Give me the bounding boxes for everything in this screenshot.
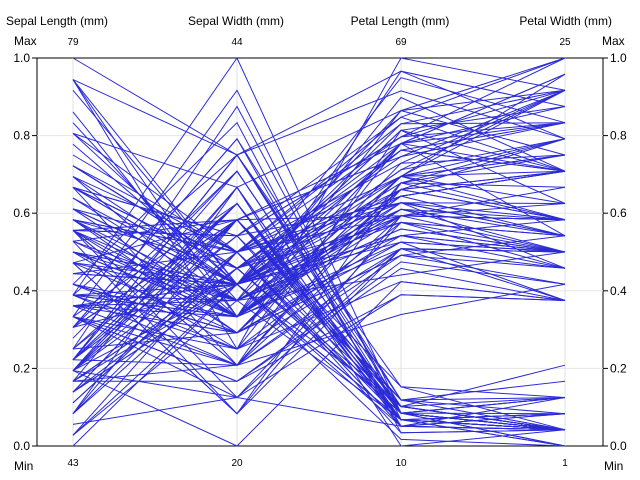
record-line <box>72 73 566 269</box>
right-tick-label: 0.8 <box>610 129 627 143</box>
min-label-left: Min <box>14 459 33 473</box>
axis-max-value-1: 44 <box>231 37 243 48</box>
record-line <box>72 221 566 350</box>
axis-header-2: Petal Length (mm) <box>351 14 450 28</box>
axis-min-value-1: 20 <box>231 458 243 469</box>
max-label-right: Max <box>602 34 625 48</box>
plot-frame <box>36 57 604 447</box>
record-line <box>72 154 566 366</box>
record-line <box>72 57 566 237</box>
record-line <box>72 170 566 285</box>
record-line <box>72 138 566 285</box>
left-tick-label: 0.6 <box>13 206 30 220</box>
record-line <box>72 221 566 399</box>
right-tick-label: 0.2 <box>610 361 627 375</box>
record-line <box>72 267 566 382</box>
record-line <box>72 396 566 427</box>
axis-min-value-3: 1 <box>562 458 568 469</box>
record-line <box>72 154 566 334</box>
record-line <box>72 182 566 415</box>
record-line <box>72 79 566 286</box>
record-line <box>72 57 566 237</box>
record-line <box>72 202 566 408</box>
record-line <box>72 70 566 318</box>
record-line <box>72 142 566 350</box>
record-line <box>72 70 566 156</box>
right-tick-label: 0.4 <box>610 284 627 298</box>
left-tick-label: 0.4 <box>13 284 30 298</box>
record-line <box>72 57 566 156</box>
record-line <box>72 251 566 436</box>
axis-header-3: Petal Width (mm) <box>519 14 612 28</box>
right-tick-label: 1.0 <box>610 51 627 65</box>
record-line <box>72 283 566 447</box>
record-line <box>72 129 566 285</box>
axis-max-value-0: 79 <box>67 37 79 48</box>
axis-min-value-2: 10 <box>395 458 407 469</box>
record-line <box>72 235 566 296</box>
record-line <box>72 248 566 366</box>
left-tick-label: 1.0 <box>13 51 30 65</box>
right-tick-label: 0.6 <box>610 206 627 220</box>
right-tick-label: 0.0 <box>610 439 627 453</box>
record-line <box>72 170 566 285</box>
record-line <box>72 138 566 318</box>
left-tick-label: 0.0 <box>13 439 30 453</box>
record-line <box>72 149 566 269</box>
axis-header-1: Sepal Width (mm) <box>188 14 284 28</box>
max-label-left: Max <box>14 34 37 48</box>
axis-header-0: Sepal Length (mm) <box>6 14 108 28</box>
record-line <box>72 89 566 242</box>
record-line <box>72 283 566 366</box>
left-tick-label: 0.2 <box>13 361 30 375</box>
right-scale: 0.0 0.2 0.4 0.6 0.8 1.0 <box>603 51 627 453</box>
record-line <box>72 154 566 334</box>
axis-max-value-3: 25 <box>559 37 571 48</box>
record-line <box>72 281 566 350</box>
record-line <box>72 57 566 188</box>
left-tick-label: 0.8 <box>13 129 30 143</box>
left-scale: 0.0 0.2 0.4 0.6 0.8 1.0 <box>13 51 37 453</box>
record-line <box>72 170 566 431</box>
data-lines <box>72 56 566 447</box>
record-line <box>72 89 566 269</box>
record-line <box>72 154 566 431</box>
record-line <box>72 294 566 399</box>
record-line <box>72 116 566 253</box>
axis-headers: Sepal Length (mm) 79 43 Sepal Width (mm) 44 2… <box>6 14 612 469</box>
axis-min-value-0: 43 <box>67 458 79 469</box>
record-line <box>72 228 566 302</box>
axis-max-value-2: 69 <box>395 37 407 48</box>
record-line <box>72 241 566 318</box>
min-label-right: Min <box>604 459 623 473</box>
